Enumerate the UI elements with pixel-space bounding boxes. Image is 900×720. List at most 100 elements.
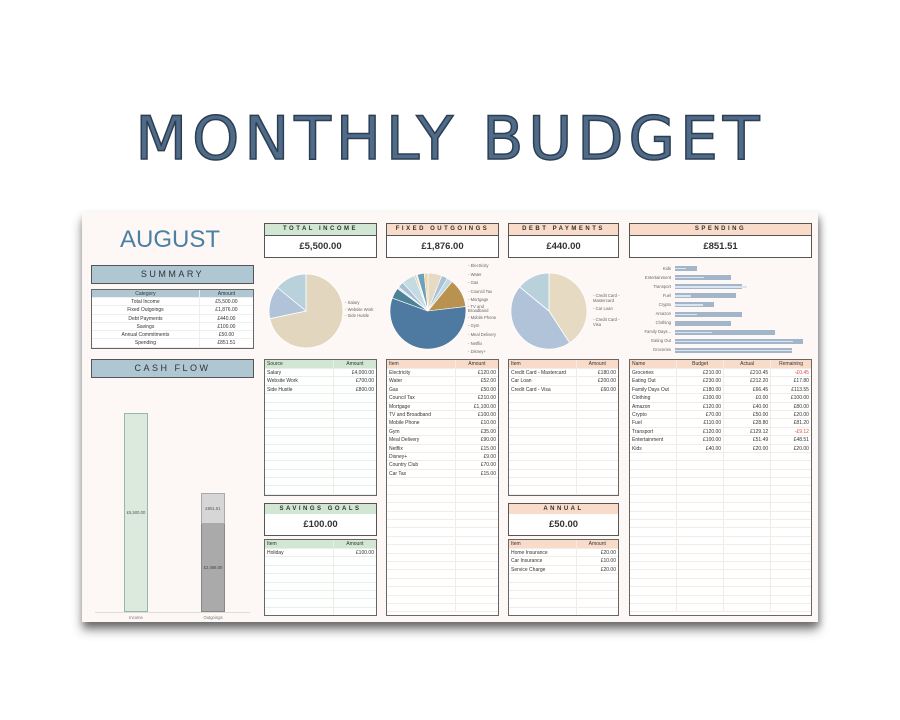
table-cell[interactable]: £120.00 bbox=[677, 402, 725, 410]
table-cell[interactable] bbox=[577, 599, 618, 606]
table-row[interactable]: Council Tax £210.00 bbox=[387, 394, 498, 403]
table-cell[interactable]: Mobile Phone bbox=[387, 419, 456, 427]
table-cell[interactable] bbox=[334, 394, 376, 401]
table-cell[interactable]: TV and Broadband bbox=[387, 410, 456, 419]
table-cell[interactable] bbox=[630, 536, 678, 545]
table-cell[interactable] bbox=[334, 428, 376, 435]
table-row[interactable]: Clothing £100.00 £0.00 £100.00 bbox=[630, 394, 811, 403]
table-cell[interactable] bbox=[771, 470, 811, 477]
table-cell[interactable] bbox=[630, 478, 678, 486]
table-cell[interactable] bbox=[577, 608, 618, 615]
table-cell[interactable]: £800.00 bbox=[355, 386, 374, 393]
table-cell[interactable]: £0.00 bbox=[724, 394, 772, 402]
table-cell[interactable] bbox=[456, 520, 498, 527]
table-cell[interactable]: £210.00 bbox=[477, 395, 496, 402]
table-cell[interactable]: £20.00 bbox=[600, 550, 616, 556]
table-row[interactable]: Mortgage £1,100.00 bbox=[387, 402, 498, 411]
table-cell[interactable] bbox=[509, 486, 577, 494]
table-row[interactable]: Electricity £120.00 bbox=[387, 369, 498, 378]
table-cell[interactable]: £210.00 bbox=[677, 369, 725, 377]
table-cell[interactable]: Home Insurance bbox=[509, 549, 577, 557]
table-row[interactable] bbox=[509, 486, 618, 495]
table-cell[interactable]: Water bbox=[387, 377, 456, 385]
table-cell[interactable]: Amazon bbox=[630, 402, 678, 410]
table-cell[interactable]: £700.00 bbox=[355, 378, 374, 385]
table-row[interactable]: Disney+ £9.00 bbox=[387, 452, 498, 462]
table-cell[interactable] bbox=[577, 461, 618, 468]
table-cell[interactable] bbox=[509, 469, 577, 478]
table-cell[interactable]: Gym bbox=[387, 427, 456, 436]
table-cell[interactable]: £1,100.00 bbox=[473, 403, 496, 410]
table-row[interactable]: Country Club £70.00 bbox=[387, 461, 498, 470]
table-cell[interactable] bbox=[630, 545, 678, 553]
table-cell[interactable]: £100.00 bbox=[355, 550, 374, 556]
table-cell[interactable] bbox=[456, 570, 498, 577]
table-row[interactable] bbox=[387, 503, 498, 512]
table-cell[interactable] bbox=[577, 470, 618, 477]
table-cell[interactable]: £40.00 bbox=[677, 444, 725, 452]
table-cell[interactable] bbox=[387, 570, 456, 578]
table-row[interactable] bbox=[630, 486, 811, 495]
table-cell[interactable] bbox=[724, 461, 772, 469]
table-cell[interactable] bbox=[630, 528, 678, 536]
table-cell[interactable] bbox=[456, 562, 498, 569]
table-cell[interactable] bbox=[630, 461, 678, 469]
table-cell[interactable] bbox=[456, 545, 498, 552]
table-cell[interactable]: £100.00 bbox=[790, 395, 809, 402]
table-cell[interactable]: -£9.12 bbox=[794, 428, 809, 435]
table-cell[interactable] bbox=[334, 583, 376, 590]
table-cell[interactable] bbox=[724, 503, 772, 511]
table-row[interactable] bbox=[265, 557, 376, 566]
table-cell[interactable]: Service Charge bbox=[509, 565, 577, 574]
table-row[interactable] bbox=[265, 444, 376, 453]
table-cell[interactable] bbox=[387, 561, 456, 570]
table-cell[interactable] bbox=[677, 536, 725, 545]
table-cell[interactable]: £20.00 bbox=[793, 445, 809, 452]
table-cell[interactable] bbox=[456, 579, 498, 586]
table-cell[interactable]: Disney+ bbox=[387, 452, 456, 461]
table-cell[interactable] bbox=[724, 553, 772, 561]
table-cell[interactable] bbox=[724, 520, 772, 528]
table-cell[interactable] bbox=[265, 410, 334, 419]
table-cell[interactable]: £100.00 bbox=[477, 411, 496, 418]
table-cell[interactable] bbox=[577, 411, 618, 418]
table-cell[interactable]: £180.00 bbox=[677, 385, 725, 394]
table-cell[interactable] bbox=[334, 461, 376, 468]
table-cell[interactable] bbox=[265, 419, 334, 427]
table-cell[interactable]: £35.00 bbox=[480, 428, 496, 435]
table-cell[interactable] bbox=[771, 545, 811, 552]
table-cell[interactable] bbox=[456, 587, 498, 594]
table-cell[interactable] bbox=[509, 394, 577, 402]
table-cell[interactable] bbox=[334, 599, 376, 606]
table-cell[interactable] bbox=[771, 495, 811, 502]
table-cell[interactable]: £20.00 bbox=[724, 444, 772, 452]
table-cell[interactable]: £10.00 bbox=[600, 558, 616, 565]
table-cell[interactable] bbox=[724, 511, 772, 520]
table-cell[interactable] bbox=[577, 403, 618, 410]
table-row[interactable] bbox=[387, 494, 498, 504]
table-cell[interactable] bbox=[771, 453, 811, 460]
table-cell[interactable] bbox=[334, 574, 376, 581]
table-row[interactable] bbox=[387, 578, 498, 588]
table-cell[interactable]: £230.00 bbox=[677, 377, 725, 385]
table-row[interactable] bbox=[387, 570, 498, 579]
table-cell[interactable] bbox=[456, 512, 498, 519]
table-cell[interactable] bbox=[265, 452, 334, 461]
table-cell[interactable] bbox=[677, 503, 725, 511]
table-cell[interactable]: £80.00 bbox=[793, 403, 809, 410]
table-cell[interactable] bbox=[771, 604, 811, 611]
table-row[interactable] bbox=[387, 520, 498, 529]
table-cell[interactable] bbox=[677, 595, 725, 603]
table-cell[interactable] bbox=[677, 587, 725, 595]
table-cell[interactable] bbox=[630, 494, 678, 503]
table-cell[interactable] bbox=[724, 452, 772, 461]
table-row[interactable] bbox=[509, 394, 618, 403]
table-cell[interactable] bbox=[334, 486, 376, 493]
table-cell[interactable] bbox=[509, 419, 577, 427]
table-row[interactable] bbox=[630, 561, 811, 571]
table-cell[interactable] bbox=[577, 445, 618, 452]
table-cell[interactable]: £10.00 bbox=[480, 420, 496, 427]
table-cell[interactable] bbox=[387, 503, 456, 511]
table-cell[interactable] bbox=[724, 570, 772, 578]
table-cell[interactable] bbox=[577, 478, 618, 485]
